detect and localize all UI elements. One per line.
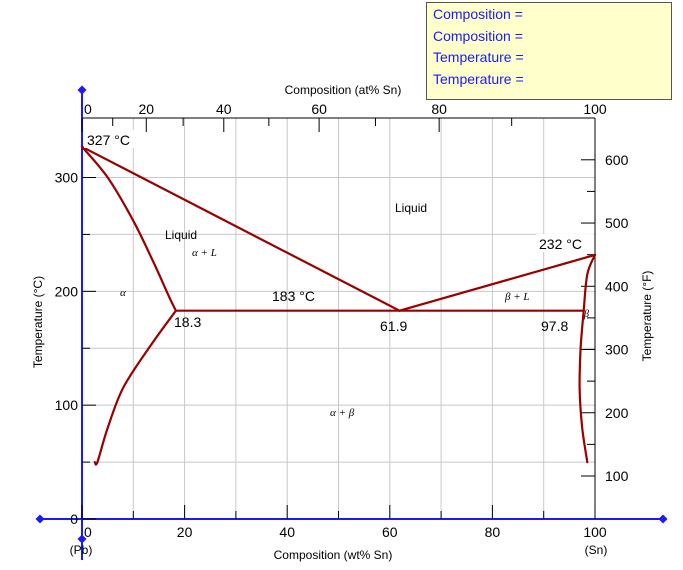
beta-limit-label: 97.8 [541,318,568,334]
liquid-region-label: Liquid [395,201,427,215]
left-tick-label: 200 [55,283,79,299]
bottom-tick-label: 80 [485,524,501,540]
top-tick-label: 40 [216,101,232,117]
readout-composition-at: Composition = [433,6,523,22]
cursor-handle-right[interactable] [658,514,668,524]
left-tick-label: 100 [55,397,79,413]
readout-temperature-c: Temperature = [433,49,524,65]
cursor-handle-bottom[interactable] [77,534,87,544]
right-axis-title: Temperature (°F) [640,271,654,362]
cursor-handle-left[interactable] [35,514,45,524]
sn-end-label: (Sn) [585,543,608,557]
bottom-axis-title: Composition (wt% Sn) [274,548,393,562]
handles[interactable] [35,85,668,544]
solidus-beta-curve [582,253,597,312]
liquidus-left-curve [80,145,401,312]
cursor-handle-top[interactable] [77,85,87,95]
liquid-region-label-left: Liquid [165,228,197,242]
pb-melt-label-bg [84,130,136,148]
alpha-plus-beta-label: α + β [330,407,355,419]
solvus-alpha-curve [93,309,177,466]
alpha-region-label: α [120,287,126,299]
right-tick-label: 100 [605,468,629,484]
beta-plus-liquid-label: β + L [504,291,530,303]
top-tick-label: 100 [583,101,607,117]
phase-curves [80,145,597,466]
right-tick-label: 400 [605,278,629,294]
top-tick-label: 80 [431,101,447,117]
top-tick-label: 20 [138,101,154,117]
liquidus-right-curve [398,253,597,312]
eutectic-temp-label: 183 °C [272,288,315,304]
axes [40,90,663,560]
readout-panel: Composition = Composition = Temperature … [426,2,672,100]
bottom-tick-label: 20 [177,524,193,540]
bottom-tick-label: 100 [583,524,607,540]
eutectic-comp-label: 61.9 [380,318,407,334]
alpha-limit-label: 18.3 [174,314,201,330]
solvus-beta-curve [578,309,589,464]
beta-region-label: β [583,309,589,320]
right-tick-label: 500 [605,215,629,231]
bottom-tick-label: 40 [279,524,295,540]
solidus-alpha-curve [80,145,177,312]
right-tick-label: 600 [605,152,629,168]
grid [82,118,595,519]
right-tick-label: 300 [605,342,629,358]
top-tick-label: 0 [84,101,92,117]
pb-melt-label: 327 °C [87,132,130,148]
top-tick-label: 60 [311,101,327,117]
left-tick-label: 300 [55,170,79,186]
top-axis-title: Composition (at% Sn) [285,83,402,97]
pb-end-label: (Pb) [70,543,93,557]
bottom-tick-label: 0 [84,524,92,540]
bottom-tick-label: 60 [382,524,398,540]
left-axis-title: Temperature (°C) [31,276,45,368]
readout-composition-wt: Composition = [433,27,523,44]
sn-melt-label-bg [536,234,594,252]
readout-temperature-f: Temperature = [433,70,524,87]
ticks: 0 20 40 60 80 100 0 20 40 60 80 100 0 100 200 300 100 200… [55,101,629,540]
right-tick-label: 200 [605,405,629,421]
sn-melt-label: 232 °C [539,236,582,252]
left-tick-label: 0 [70,511,78,527]
alpha-plus-liquid-label: α + L [192,247,217,259]
